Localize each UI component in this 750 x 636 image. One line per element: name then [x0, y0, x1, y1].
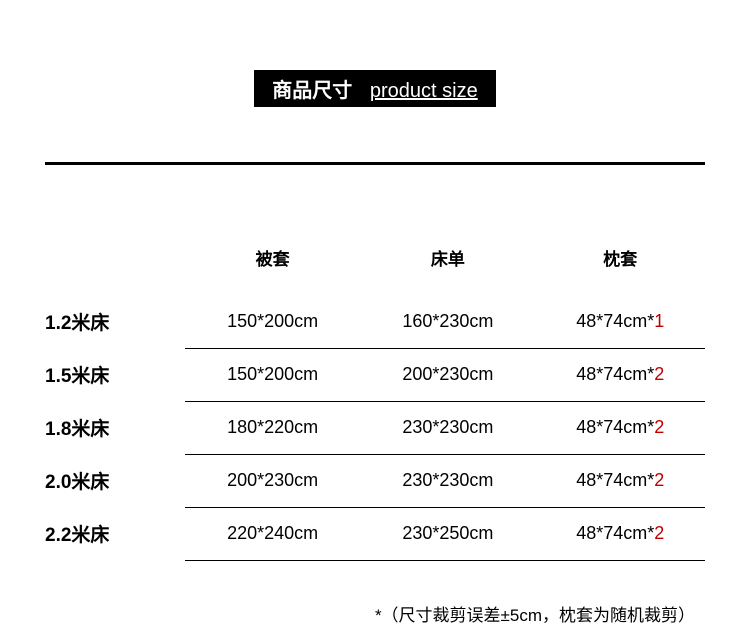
cell-duvet: 200*230cm — [185, 454, 360, 507]
cell-sheet: 200*230cm — [360, 348, 535, 401]
cell-sheet: 230*250cm — [360, 507, 535, 560]
cell-sheet: 230*230cm — [360, 401, 535, 454]
table-row: 2.0米床 200*230cm 230*230cm 48*74cm*2 — [45, 454, 705, 507]
cell-pillow: 48*74cm*2 — [536, 348, 705, 401]
table-row: 1.2米床 150*200cm 160*230cm 48*74cm*1 — [45, 295, 705, 348]
table-body: 1.2米床 150*200cm 160*230cm 48*74cm*1 1.5米… — [45, 295, 705, 560]
cell-duvet: 150*200cm — [185, 295, 360, 348]
cell-bed: 1.2米床 — [45, 295, 185, 348]
pillow-qty: 2 — [654, 417, 664, 437]
title-bar: 商品尺寸 product size — [254, 70, 495, 107]
cell-pillow: 48*74cm*2 — [536, 401, 705, 454]
header-sheet: 床单 — [360, 245, 535, 295]
cell-bed: 2.0米床 — [45, 454, 185, 507]
cell-duvet: 220*240cm — [185, 507, 360, 560]
pillow-qty: 1 — [654, 311, 664, 331]
header-pillow: 枕套 — [536, 245, 705, 295]
cell-pillow: 48*74cm*2 — [536, 454, 705, 507]
table-row: 1.8米床 180*220cm 230*230cm 48*74cm*2 — [45, 401, 705, 454]
table-row: 1.5米床 150*200cm 200*230cm 48*74cm*2 — [45, 348, 705, 401]
title-section: 商品尺寸 product size — [45, 70, 705, 107]
header-bed — [45, 245, 185, 295]
divider-line — [45, 162, 705, 165]
cell-sheet: 230*230cm — [360, 454, 535, 507]
cell-bed: 1.8米床 — [45, 401, 185, 454]
title-zh: 商品尺寸 — [272, 80, 352, 102]
footnote: *（尺寸裁剪误差±5cm，枕套为随机裁剪） — [45, 601, 705, 626]
cell-duvet: 150*200cm — [185, 348, 360, 401]
pillow-qty: 2 — [654, 470, 664, 490]
title-en: product size — [370, 80, 478, 102]
pillow-qty: 2 — [654, 523, 664, 543]
cell-pillow: 48*74cm*1 — [536, 295, 705, 348]
cell-bed: 2.2米床 — [45, 507, 185, 560]
table-row: 2.2米床 220*240cm 230*250cm 48*74cm*2 — [45, 507, 705, 560]
cell-pillow: 48*74cm*2 — [536, 507, 705, 560]
pillow-qty: 2 — [654, 364, 664, 384]
cell-sheet: 160*230cm — [360, 295, 535, 348]
header-duvet: 被套 — [185, 245, 360, 295]
table-header-row: 被套 床单 枕套 — [45, 245, 705, 295]
cell-duvet: 180*220cm — [185, 401, 360, 454]
cell-bed: 1.5米床 — [45, 348, 185, 401]
size-table: 被套 床单 枕套 1.2米床 150*200cm 160*230cm 48*74… — [45, 245, 705, 561]
